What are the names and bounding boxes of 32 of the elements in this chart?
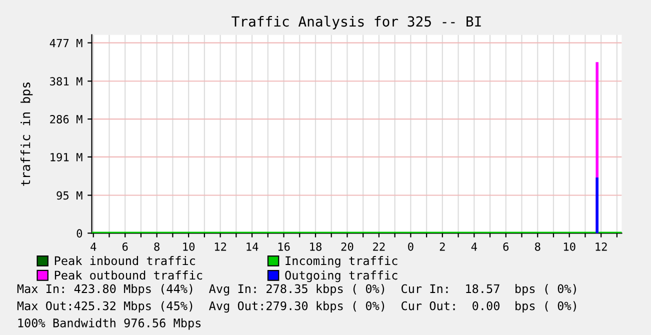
x-tick-label: 2 [440,242,445,251]
y-tick-label: 95 M [56,191,82,200]
y-axis-title: traffic in bps [20,82,33,186]
legend-label: Peak inbound traffic [54,256,195,266]
y-tick-label: 381 M [50,77,82,86]
x-tick-label: 8 [154,242,160,251]
y-tick-label: 0 [76,229,82,238]
x-tick-label: 10 [183,242,195,251]
text: 100% Bandwidth 976.56 Mbps [18,318,201,330]
x-tick-label: 12 [214,242,226,251]
y-tick-label: 191 M [50,152,82,162]
legend-label: Outgoing traffic [285,270,398,282]
x-tick-label: 6 [122,242,128,251]
x-tick-label: 20 [341,242,354,251]
x-tick-label: 16 [278,242,290,251]
x-tick-label: 6 [503,242,509,251]
x-tick-label: 4 [471,242,477,251]
x-tick-label: 0 [408,242,414,251]
text: Max In: 423.80 Mbps (44%) Avg In: 278.35 kbps ( 0%) Cur In: 18.57 bps ( 0%) [17,284,576,296]
x-tick-label: 18 [310,242,322,251]
legend-label: Incoming traffic [286,256,398,268]
chart-title: Traffic Analysis for 325 -- BI [232,16,481,30]
x-tick-label: 10 [564,242,576,251]
x-tick-label: 8 [534,242,540,251]
legend-label: Peak outbound traffic [54,270,202,280]
x-tick-label: 12 [596,242,607,251]
y-tick-label: 286 M [50,115,82,124]
x-tick-label: 4 [90,242,96,251]
y-tick-label: 477 M [50,38,82,48]
x-tick-label: 14 [246,242,258,251]
x-tick-label: 22 [373,242,385,251]
text: Max Out:425.32 Mbps (45%) Avg Out:279.30 kbps ( 0%) Cur Out: 0.00 bps ( 0%) [17,301,576,313]
